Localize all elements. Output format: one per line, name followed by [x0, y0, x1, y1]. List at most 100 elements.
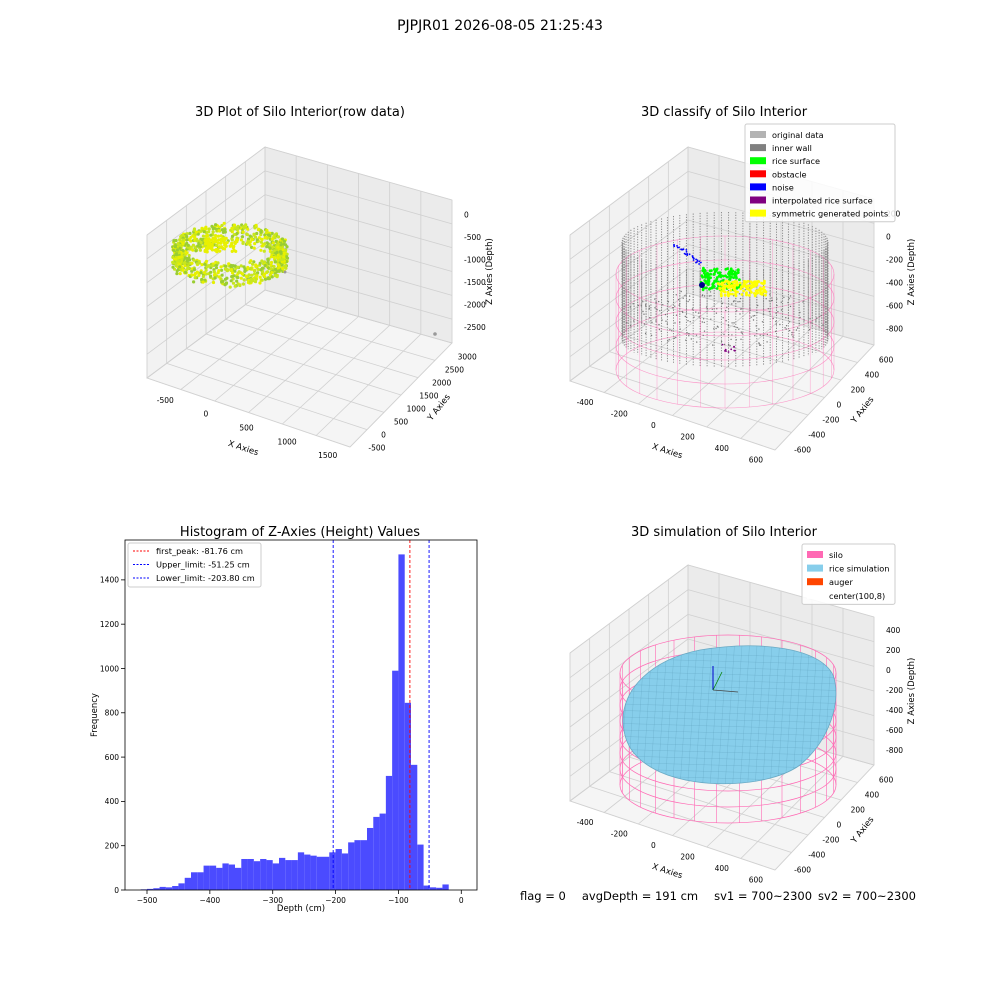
raw-point	[273, 274, 277, 278]
rice-surface-point	[711, 286, 714, 290]
raw-point	[254, 223, 258, 227]
original-point	[761, 321, 764, 323]
histogram-bar	[329, 852, 336, 890]
raw-point	[181, 242, 185, 246]
x-tick-label: 1000	[278, 437, 297, 446]
original-point	[656, 309, 658, 311]
rice-mesh-line	[679, 645, 690, 784]
symmetric-point	[754, 292, 758, 295]
grid-line	[740, 336, 844, 439]
original-point	[645, 305, 647, 307]
raw-point	[210, 247, 214, 251]
symmetric-point	[753, 294, 757, 298]
raw-point	[222, 247, 227, 251]
raw-point	[213, 276, 217, 280]
original-point	[783, 296, 785, 298]
y-tick-label: 400	[865, 371, 880, 380]
raw-point	[273, 233, 277, 237]
original-point	[661, 319, 663, 321]
raw-point	[220, 228, 224, 232]
y-axis-label: Y Axies	[849, 815, 877, 847]
original-point	[667, 340, 669, 342]
original-point	[675, 314, 678, 316]
sv2-readout: sv2 = 700~2300	[818, 889, 916, 903]
rice-mesh-line	[622, 677, 836, 685]
raw-point	[248, 234, 252, 238]
histogram-bar	[367, 827, 374, 890]
original-point	[738, 328, 740, 330]
raw-point	[264, 235, 268, 239]
raw-point	[285, 245, 289, 249]
original-point	[762, 314, 765, 316]
rice-surface-point	[713, 279, 716, 283]
raw-point	[224, 282, 228, 286]
original-point	[766, 333, 769, 336]
raw-point	[202, 271, 206, 275]
rice-mesh-line	[761, 645, 773, 784]
y-tick-label: 600	[879, 776, 894, 785]
legend-label: center(100,8)	[829, 591, 885, 601]
grid-line	[774, 344, 875, 451]
original-point	[654, 298, 656, 300]
z-tick-label: -1500	[464, 278, 486, 287]
raw-point	[192, 268, 196, 272]
grid-line	[569, 171, 689, 260]
grid-line	[264, 146, 453, 201]
original-point	[696, 341, 698, 343]
symmetric-point	[748, 294, 751, 297]
raw-point	[282, 255, 286, 259]
symmetric-point	[764, 293, 767, 297]
raw-point	[178, 238, 182, 242]
noise-point	[673, 245, 676, 248]
histogram-bar	[323, 856, 330, 890]
rice-surface-point	[702, 271, 706, 275]
raw-point	[186, 265, 190, 269]
original-point	[665, 320, 667, 322]
legend-swatch	[750, 144, 766, 152]
legend-label: rice simulation	[829, 564, 889, 574]
original-point	[626, 322, 628, 324]
raw-point	[249, 259, 253, 263]
raw-point	[276, 235, 281, 239]
symmetric-point	[753, 280, 756, 284]
noise-point	[676, 245, 678, 247]
original-point	[709, 291, 712, 293]
original-point	[768, 300, 770, 302]
original-point	[736, 310, 738, 312]
raw-point	[227, 262, 231, 266]
raw-point	[198, 248, 202, 252]
raw-point	[241, 240, 245, 244]
original-point	[730, 338, 732, 341]
noise-point	[685, 249, 688, 251]
raw-point	[214, 234, 218, 238]
raw-point	[207, 227, 211, 231]
histogram-bar	[253, 861, 261, 890]
raw-point	[246, 265, 250, 270]
original-point	[780, 309, 783, 311]
raw-point	[256, 267, 260, 271]
raw-point	[242, 278, 246, 282]
raw-point	[193, 236, 197, 240]
original-point	[759, 334, 761, 336]
raw-point	[273, 236, 277, 240]
raw-point	[200, 277, 204, 282]
raw-point	[216, 261, 220, 265]
interpolated-point	[727, 351, 730, 353]
symmetric-point	[745, 293, 748, 297]
y-tick-label: 600	[105, 753, 120, 762]
rice-mesh-line	[731, 645, 743, 784]
grid-line	[774, 764, 875, 871]
x-tick-label: -200	[611, 829, 628, 838]
histogram-bar	[385, 775, 393, 890]
noise-point	[686, 254, 689, 256]
rice-surface-point	[732, 272, 736, 276]
interpolated-point	[724, 348, 727, 351]
symmetric-point	[733, 280, 737, 283]
rice-mesh-line	[664, 645, 675, 784]
auger-point	[699, 282, 705, 288]
z-axis-label: Z Axies (Depth)	[907, 658, 917, 725]
symmetric-point	[723, 293, 727, 297]
histogram-bar	[159, 886, 166, 890]
raw-point	[262, 249, 266, 253]
original-point	[705, 306, 708, 308]
